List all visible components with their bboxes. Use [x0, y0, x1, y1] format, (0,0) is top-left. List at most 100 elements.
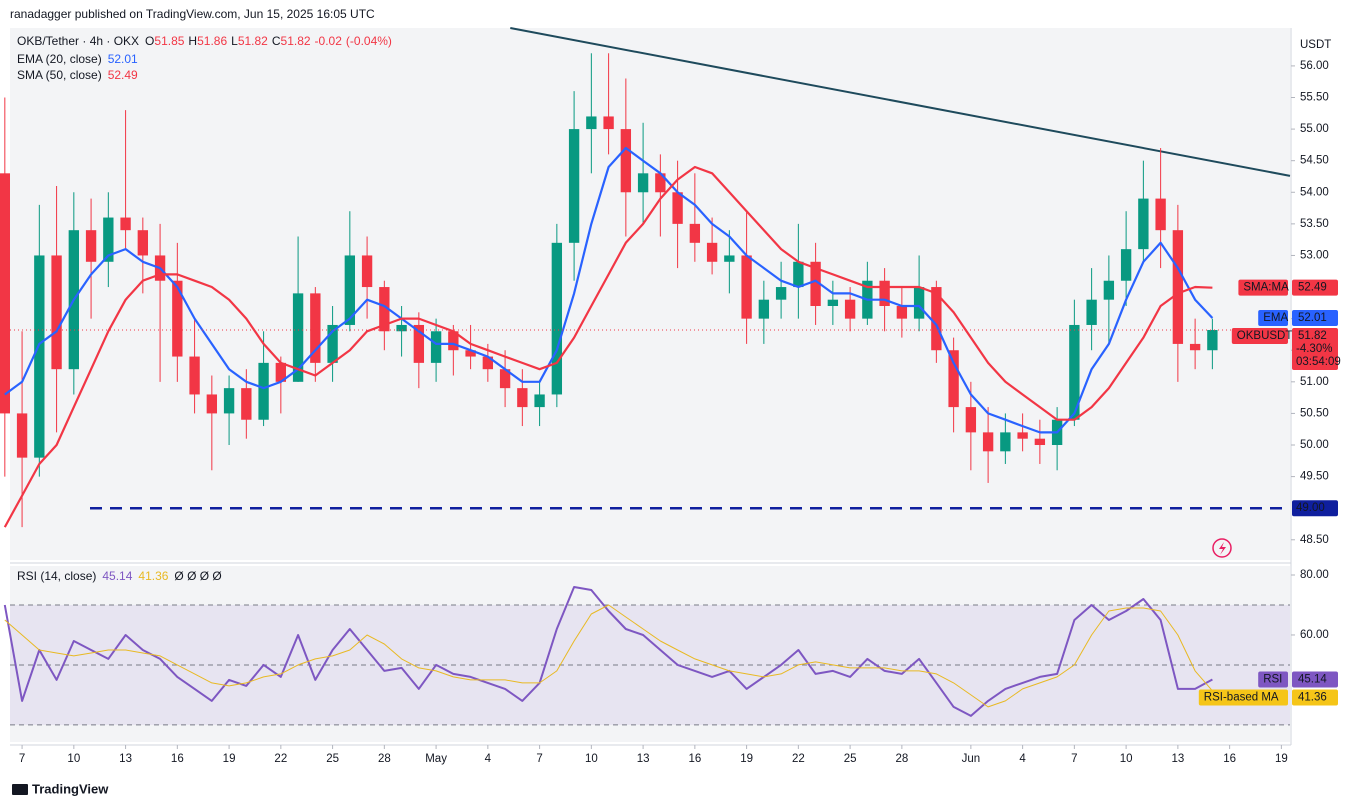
candle-body: [724, 255, 735, 262]
candle-body: [655, 173, 666, 193]
tag-label: OKBUSDT: [1237, 330, 1293, 342]
x-tick-label: 28: [895, 753, 908, 765]
x-tick-label: 22: [792, 753, 805, 765]
candle-body: [689, 223, 701, 243]
y-tick-label: 51.00: [1300, 376, 1329, 388]
candle-body: [948, 350, 959, 408]
candle-body: [534, 394, 545, 408]
candle-body: [1069, 324, 1080, 420]
candle-body: [620, 129, 632, 193]
y-tick-label: 55.00: [1300, 123, 1329, 135]
candle-body: [120, 217, 131, 231]
candle-body: [1086, 299, 1097, 325]
candle-body: [741, 255, 752, 319]
tag-box: [1238, 279, 1288, 296]
legend-ohlc: OKB/Tether · 4h · OKX O51.85 H51.86 L51.82 C…: [17, 34, 392, 48]
candle-body: [1103, 280, 1115, 300]
tag-value-box: [1292, 310, 1338, 327]
legend-ohlc-part: -0.02: [315, 34, 343, 48]
legend-ohlc-part: OKB/Tether · 4h · OKX: [17, 34, 139, 48]
tag-box: [1198, 689, 1288, 706]
alert-bolt[interactable]: [1219, 542, 1226, 555]
x-tick-label: 19: [740, 753, 753, 765]
candle-body: [292, 293, 304, 382]
series-line: [4, 604, 1213, 708]
candle-body: [568, 129, 580, 243]
candle-body: [51, 255, 62, 370]
candle-body: [517, 388, 528, 408]
legend-rsi-part: Ø Ø Ø Ø: [174, 569, 221, 583]
x-tick-label: Jun: [962, 753, 981, 765]
brand-logo: [12, 784, 28, 795]
candle-body: [637, 173, 649, 193]
tag-value: 45.14: [1298, 674, 1327, 686]
y-tick-label: 50.00: [1300, 439, 1329, 451]
candle-body: [844, 299, 856, 319]
x-tick-label: 4: [1019, 753, 1026, 765]
y-tick-label: 53.50: [1300, 218, 1329, 230]
candle-body: [172, 280, 183, 357]
candle-body: [1207, 330, 1218, 351]
legend-ohlc-part: H: [188, 34, 197, 48]
rsi-pane: [10, 566, 1290, 742]
tag-label: SMA:MA: [1243, 282, 1289, 294]
legend-ohlc-part: 51.82: [281, 34, 311, 48]
brand: TradingView: [12, 781, 109, 796]
candle-body: [758, 299, 770, 319]
y-tick-label: 50.50: [1300, 407, 1329, 419]
tag-value-box: [1292, 279, 1338, 296]
legend-sma: SMA (50, close) 52.49: [17, 68, 138, 82]
tag-value: 52.49: [1298, 282, 1327, 294]
x-tick-label: 7: [19, 753, 25, 765]
series-line: [3, 165, 1213, 528]
candle-body: [896, 306, 908, 319]
candle-body: [499, 369, 511, 389]
candle-body: [275, 362, 287, 382]
candle-body: [0, 173, 11, 414]
candle-body: [810, 261, 821, 307]
legend-sma-part: SMA (50, close): [17, 68, 102, 82]
candle-body: [137, 230, 149, 256]
tag-box: [1258, 671, 1288, 688]
x-tick-label: 10: [67, 753, 80, 765]
x-tick-label: 7: [536, 753, 542, 765]
y-tick-label: 54.50: [1300, 155, 1329, 167]
legend-ema: EMA (20, close) 52.01: [17, 52, 138, 66]
tag-value: 51.82: [1298, 330, 1327, 342]
tag-extra: -4.30%: [1296, 343, 1332, 355]
candle-body: [1172, 230, 1184, 344]
candle-body: [223, 388, 235, 414]
candle-body: [1120, 249, 1132, 281]
candle-body: [344, 255, 356, 325]
candle-body: [775, 287, 787, 300]
y-tick-label: 48.50: [1300, 534, 1329, 546]
legend-ema-part: EMA (20, close): [17, 52, 102, 66]
y-tick-label: 80.00: [1300, 569, 1329, 581]
candle-body: [1189, 343, 1201, 351]
alert-circle[interactable]: [1212, 538, 1232, 558]
candle-body: [413, 324, 425, 363]
candle-body: [931, 287, 942, 351]
candle-body: [1017, 432, 1028, 439]
candle-body: [310, 293, 321, 363]
candle-body: [396, 324, 407, 332]
x-tick-label: 25: [326, 753, 339, 765]
candle-body: [603, 116, 614, 130]
legend-ohlc-part: O: [145, 34, 154, 48]
candle-body: [448, 331, 459, 351]
candle-body: [327, 324, 338, 363]
candle-body: [482, 356, 494, 370]
candle-body: [1000, 432, 1011, 452]
legend-rsi-part: 45.14: [102, 569, 132, 583]
x-tick-label: 13: [1171, 753, 1184, 765]
alert-icon[interactable]: [1212, 538, 1232, 558]
legend-ema-part: 52.01: [108, 52, 138, 66]
tag-value: 41.36: [1298, 692, 1327, 704]
x-tick-label: 16: [1223, 753, 1236, 765]
x-tick-label: 7: [1071, 753, 1077, 765]
tag-label: RSI: [1263, 674, 1282, 686]
tag-extra: 03:54:09: [1296, 356, 1341, 368]
tag-box: [1231, 328, 1288, 345]
candle-body: [189, 356, 200, 395]
candle-body: [361, 255, 373, 288]
